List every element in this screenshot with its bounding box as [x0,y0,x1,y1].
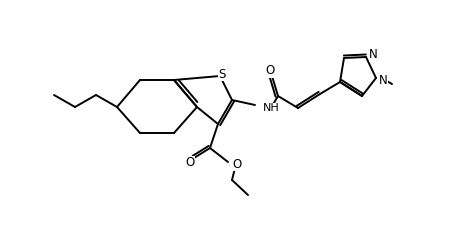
Text: N: N [379,73,388,87]
Text: N: N [369,49,378,62]
Text: S: S [219,67,226,80]
Text: NH: NH [263,103,280,113]
Text: O: O [265,64,274,77]
Text: O: O [232,157,241,170]
Text: O: O [185,156,195,169]
